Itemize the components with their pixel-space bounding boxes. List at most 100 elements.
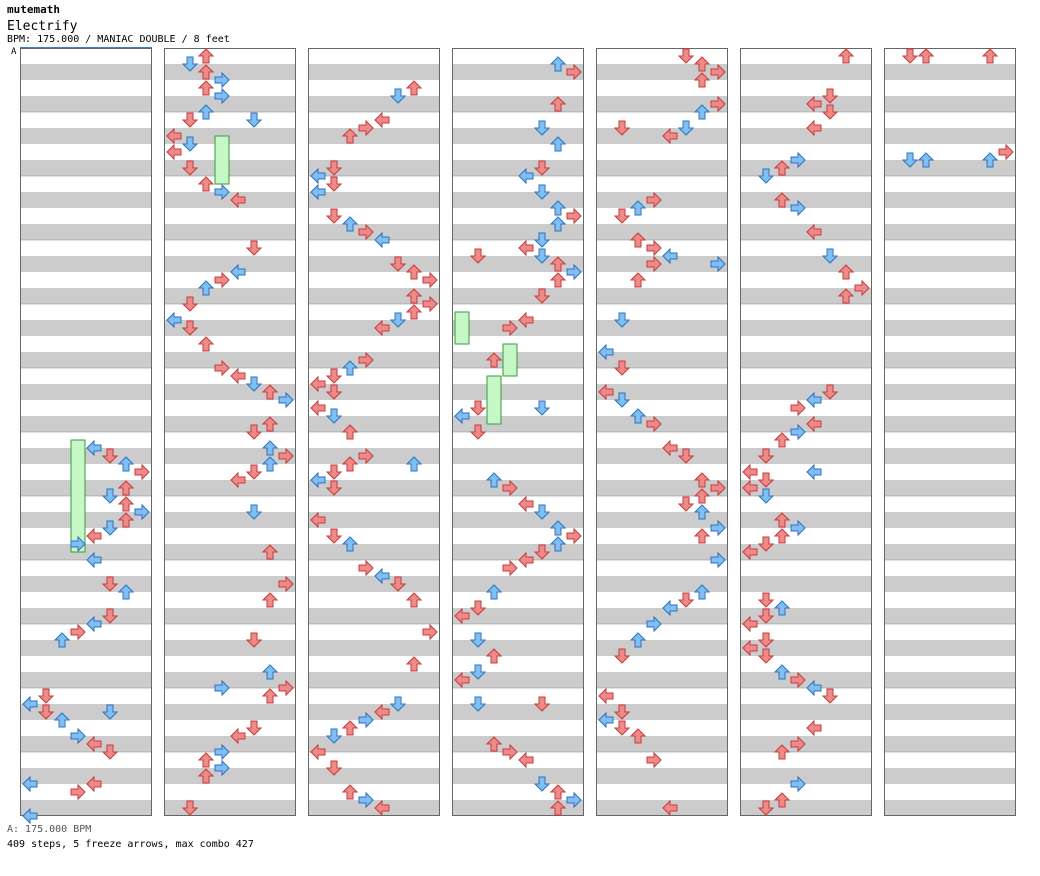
step-arrow-red — [469, 248, 487, 264]
step-arrow-blue — [86, 439, 102, 457]
step-arrow-red — [773, 432, 791, 448]
beat-stripe — [164, 672, 296, 688]
step-arrow-red — [214, 359, 230, 377]
beat-stripe — [596, 64, 728, 80]
beat-stripe — [164, 96, 296, 112]
step-arrow-red — [757, 800, 775, 816]
beat-stripe — [596, 480, 728, 496]
beat-stripe — [164, 640, 296, 656]
beat-stripe — [308, 352, 440, 368]
step-arrow-blue — [214, 87, 230, 105]
step-arrow-red — [422, 623, 438, 641]
beat-stripe — [884, 512, 1016, 528]
step-arrow-red — [197, 752, 215, 768]
beat-stripe — [452, 544, 584, 560]
step-arrow-blue — [662, 599, 678, 617]
step-arrow-red — [245, 720, 263, 736]
beat-stripe — [596, 640, 728, 656]
step-arrow-red — [341, 424, 359, 440]
step-arrow-red — [773, 744, 791, 760]
step-arrow-red — [742, 639, 758, 657]
step-arrow-red — [374, 799, 390, 817]
step-arrow-blue — [598, 711, 614, 729]
beat-stripe — [20, 608, 152, 624]
step-arrow-red — [693, 56, 711, 72]
step-arrow-red — [662, 799, 678, 817]
step-arrow-red — [101, 608, 119, 624]
step-arrow-blue — [261, 664, 279, 680]
step-arrow-red — [325, 384, 343, 400]
beat-stripe — [884, 704, 1016, 720]
beat-stripe — [884, 736, 1016, 752]
step-arrow-blue — [629, 632, 647, 648]
step-arrow-blue — [533, 400, 551, 416]
step-arrow-blue — [454, 407, 470, 425]
step-arrow-blue — [790, 775, 806, 793]
step-arrow-blue — [214, 679, 230, 697]
beat-stripe — [884, 256, 1016, 272]
step-arrow-red — [101, 576, 119, 592]
step-arrow-blue — [389, 88, 407, 104]
step-arrow-red — [710, 63, 726, 81]
step-arrow-red — [37, 688, 55, 704]
beat-stripe — [20, 704, 152, 720]
step-arrow-red — [341, 456, 359, 472]
step-arrow-red — [518, 311, 534, 329]
step-arrow-red — [693, 72, 711, 88]
column-border — [740, 48, 872, 816]
beat-stripe — [20, 96, 152, 112]
step-arrow-red — [325, 208, 343, 224]
beat-stripe — [596, 416, 728, 432]
beat-stripe — [308, 64, 440, 80]
step-arrow-red — [613, 360, 631, 376]
beat-stripe — [164, 160, 296, 176]
beat-stripe — [740, 224, 872, 240]
beat-stripe — [596, 576, 728, 592]
step-arrow-red — [485, 648, 503, 664]
beat-stripe — [740, 64, 872, 80]
step-arrow-red — [405, 264, 423, 280]
step-arrow-blue — [117, 584, 135, 600]
beat-stripe — [20, 160, 152, 176]
step-arrow-red — [86, 775, 102, 793]
beat-stripe — [20, 352, 152, 368]
beat-stripe — [308, 160, 440, 176]
step-arrow-red — [181, 320, 199, 336]
freeze-arrow — [454, 311, 470, 345]
step-arrow-red — [629, 232, 647, 248]
step-arrow-blue — [533, 248, 551, 264]
beat-stripe — [308, 224, 440, 240]
beat-stripe — [740, 704, 872, 720]
step-arrow-blue — [710, 551, 726, 569]
beat-stripe — [308, 672, 440, 688]
beat-stripe — [740, 192, 872, 208]
beat-stripe — [884, 448, 1016, 464]
beat-stripe — [452, 448, 584, 464]
step-arrow-red — [806, 95, 822, 113]
beat-stripe — [740, 672, 872, 688]
step-arrow-red — [837, 264, 855, 280]
beat-stripe — [884, 640, 1016, 656]
step-arrow-red — [757, 592, 775, 608]
beat-stripe — [20, 416, 152, 432]
step-arrow-blue — [389, 312, 407, 328]
step-arrow-blue — [134, 503, 150, 521]
step-arrow-red — [245, 464, 263, 480]
step-arrow-red — [773, 528, 791, 544]
beat-stripe — [164, 352, 296, 368]
step-arrow-red — [117, 496, 135, 512]
beat-stripe — [308, 640, 440, 656]
beat-stripe — [596, 128, 728, 144]
beat-stripe — [308, 480, 440, 496]
step-arrow-red — [341, 720, 359, 736]
step-arrow-blue — [469, 664, 487, 680]
step-arrow-red — [278, 679, 294, 697]
step-arrow-blue — [485, 584, 503, 600]
step-arrow-red — [166, 143, 182, 161]
beat-stripe — [884, 288, 1016, 304]
beat-stripe — [452, 192, 584, 208]
step-arrow-red — [389, 576, 407, 592]
step-arrow-red — [646, 239, 662, 257]
step-arrow-red — [358, 351, 374, 369]
step-arrow-red — [325, 160, 343, 176]
